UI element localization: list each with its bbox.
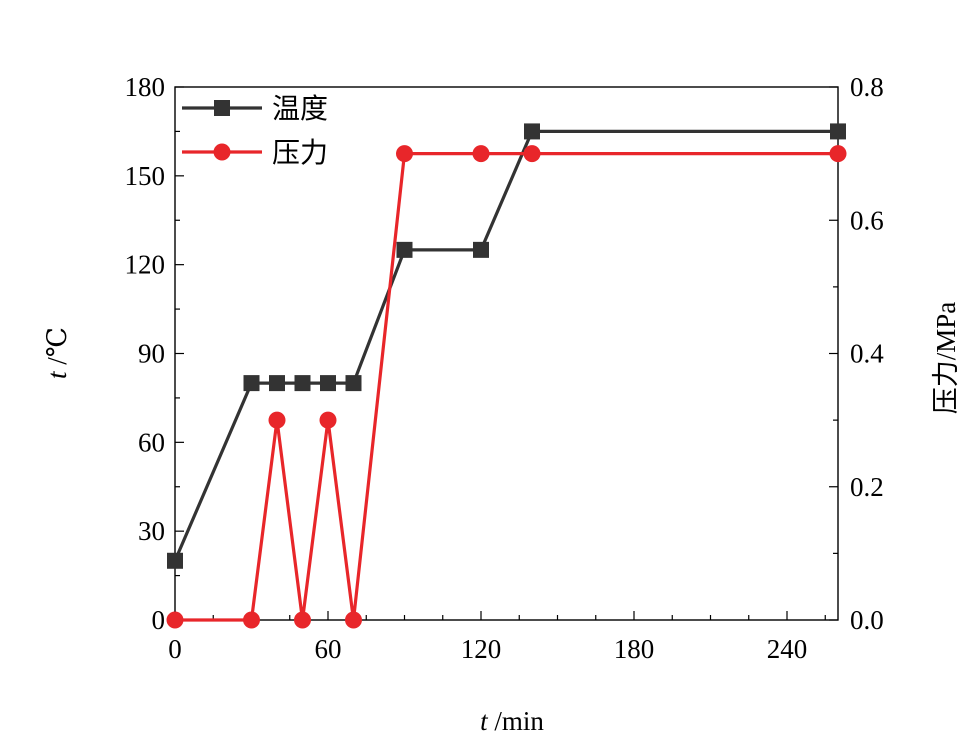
x-tick-label: 180 — [614, 634, 655, 664]
series-1-square-marker — [167, 552, 183, 569]
series-2-circle-marker — [268, 411, 286, 429]
series-1-square-marker — [269, 375, 285, 392]
series-1-square-marker — [473, 241, 489, 258]
series-line-1 — [173, 129, 838, 562]
series-2-circle-marker — [243, 611, 260, 629]
series-2-circle-marker — [523, 145, 541, 163]
series-2-circle-marker — [166, 611, 184, 629]
series-2-circle-marker — [294, 611, 311, 629]
legend-circle-marker — [213, 143, 231, 161]
series-1-square-marker — [524, 123, 540, 140]
series-1-square-marker — [294, 375, 311, 392]
legend-square-marker — [214, 100, 230, 116]
x-tick-label: 120 — [461, 634, 502, 664]
x-tick-label: 240 — [767, 634, 808, 664]
series-1-square-marker — [243, 375, 260, 392]
right-y-tick-label: 0.2 — [850, 472, 884, 502]
left-y-tick-label: 150 — [125, 161, 166, 191]
x-axis-title: t /min — [480, 706, 544, 736]
series-2-circle-marker — [396, 145, 413, 163]
right-y-axis-title: 压力/MPa — [931, 302, 961, 415]
series-1-square-marker — [830, 123, 846, 140]
series-1-square-marker — [396, 241, 413, 258]
series-2-circle-marker — [345, 611, 362, 629]
legend-label: 温度 — [272, 92, 328, 125]
right-y-tick-label: 0.4 — [850, 339, 884, 369]
left-y-tick-label: 30 — [138, 516, 165, 546]
right-y-tick-label: 0.6 — [850, 205, 884, 235]
series-2-circle-marker — [472, 145, 490, 163]
right-y-tick-label: 0.8 — [850, 72, 884, 102]
series-line-2 — [175, 152, 838, 622]
right-y-tick-label: 0.0 — [850, 605, 884, 635]
left-y-tick-label: 60 — [138, 427, 165, 457]
x-tick-label: 0 — [168, 634, 182, 664]
left-y-tick-label: 0 — [152, 605, 166, 635]
left-y-tick-label: 120 — [125, 250, 166, 280]
left-y-tick-label: 180 — [125, 72, 166, 102]
left-y-axis-title: t /℃ — [42, 327, 72, 379]
x-tick-label: 60 — [315, 634, 342, 664]
series-1-square-marker — [320, 375, 336, 392]
series-2-circle-marker — [829, 145, 847, 163]
series-1-square-marker — [345, 375, 362, 392]
series-2-circle-marker — [319, 411, 337, 429]
legend-label: 压力 — [272, 136, 328, 169]
left-y-tick-label: 90 — [138, 339, 165, 369]
